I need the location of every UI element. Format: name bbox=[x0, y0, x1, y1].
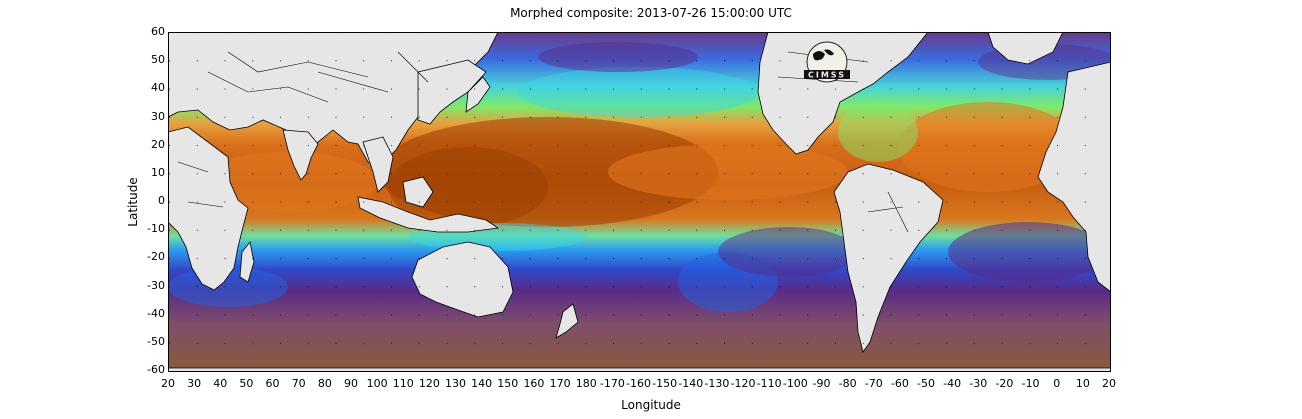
y-tick-label: -30 bbox=[147, 278, 165, 292]
x-tick-label: 150 bbox=[497, 377, 519, 390]
x-tick-label: 70 bbox=[291, 377, 306, 390]
x-tick-label: -30 bbox=[969, 377, 988, 390]
y-tick-label: -50 bbox=[147, 334, 165, 348]
x-tick-label: 90 bbox=[343, 377, 358, 390]
y-tick-label: 60 bbox=[151, 25, 165, 38]
x-tick-label: -140 bbox=[678, 377, 704, 390]
x-tick-label: -70 bbox=[864, 377, 883, 390]
svg-text:CIMSS: CIMSS bbox=[808, 71, 846, 80]
x-tick-label: 170 bbox=[549, 377, 571, 390]
x-tick-label: 40 bbox=[213, 377, 228, 390]
x-tick-label: -160 bbox=[626, 377, 651, 390]
y-tick-label: -20 bbox=[147, 250, 165, 264]
x-tick-label: -120 bbox=[730, 377, 756, 390]
x-tick-label: -50 bbox=[917, 377, 935, 390]
y-tick-label: 20 bbox=[151, 137, 165, 151]
precipitable-water-map bbox=[168, 32, 1111, 372]
graticule-dots bbox=[168, 32, 1111, 372]
x-tick-label: 0 bbox=[1053, 377, 1061, 390]
x-tick-label: 20 bbox=[1102, 377, 1116, 390]
y-tick-label: 10 bbox=[151, 165, 165, 179]
x-tick-label: 180 bbox=[575, 377, 597, 390]
x-tick-label: 10 bbox=[1075, 377, 1090, 390]
x-tick-label: -90 bbox=[812, 377, 831, 390]
x-tick-label: -130 bbox=[704, 377, 730, 390]
cimss-logo: CIMSS bbox=[804, 41, 850, 83]
x-tick-label: 110 bbox=[392, 377, 414, 390]
y-tick-label: 40 bbox=[151, 81, 165, 95]
x-tick-label: 80 bbox=[317, 377, 332, 390]
y-tick-label: -60 bbox=[147, 363, 165, 376]
y-tick-label: 0 bbox=[158, 194, 165, 207]
x-tick-label: -100 bbox=[782, 377, 808, 390]
y-tick-label: -10 bbox=[147, 222, 165, 236]
x-tick-label: -80 bbox=[838, 377, 857, 390]
x-tick-label: -170 bbox=[599, 377, 625, 390]
x-tick-label: 100 bbox=[366, 377, 388, 390]
x-tick-label: 120 bbox=[418, 377, 440, 390]
x-tick-label: -40 bbox=[943, 377, 962, 390]
y-tick-label: -40 bbox=[147, 306, 165, 320]
x-tick-label: -110 bbox=[756, 377, 782, 390]
x-tick-label: -150 bbox=[652, 377, 678, 390]
plot-title: Morphed composite: 2013-07-26 15:00:00 U… bbox=[510, 6, 792, 20]
x-tick-label: 20 bbox=[161, 377, 175, 390]
x-tick-label: -60 bbox=[890, 377, 909, 390]
y-tick-label: 50 bbox=[151, 53, 165, 67]
y-tick-label: 30 bbox=[151, 109, 165, 123]
x-axis-label: Longitude bbox=[621, 398, 681, 412]
x-tick-label: 60 bbox=[265, 377, 280, 390]
x-tick-label: 30 bbox=[187, 377, 202, 390]
y-axis-label: Latitude bbox=[126, 177, 140, 227]
x-tick-label: 140 bbox=[471, 377, 493, 390]
x-tick-label: 160 bbox=[523, 377, 545, 390]
x-tick-label: 130 bbox=[445, 377, 467, 390]
x-tick-label: -20 bbox=[995, 377, 1014, 390]
x-tick-label: -10 bbox=[1021, 377, 1040, 390]
x-tick-label: 50 bbox=[239, 377, 254, 390]
map-plot-area: CIMSS bbox=[168, 32, 1111, 372]
